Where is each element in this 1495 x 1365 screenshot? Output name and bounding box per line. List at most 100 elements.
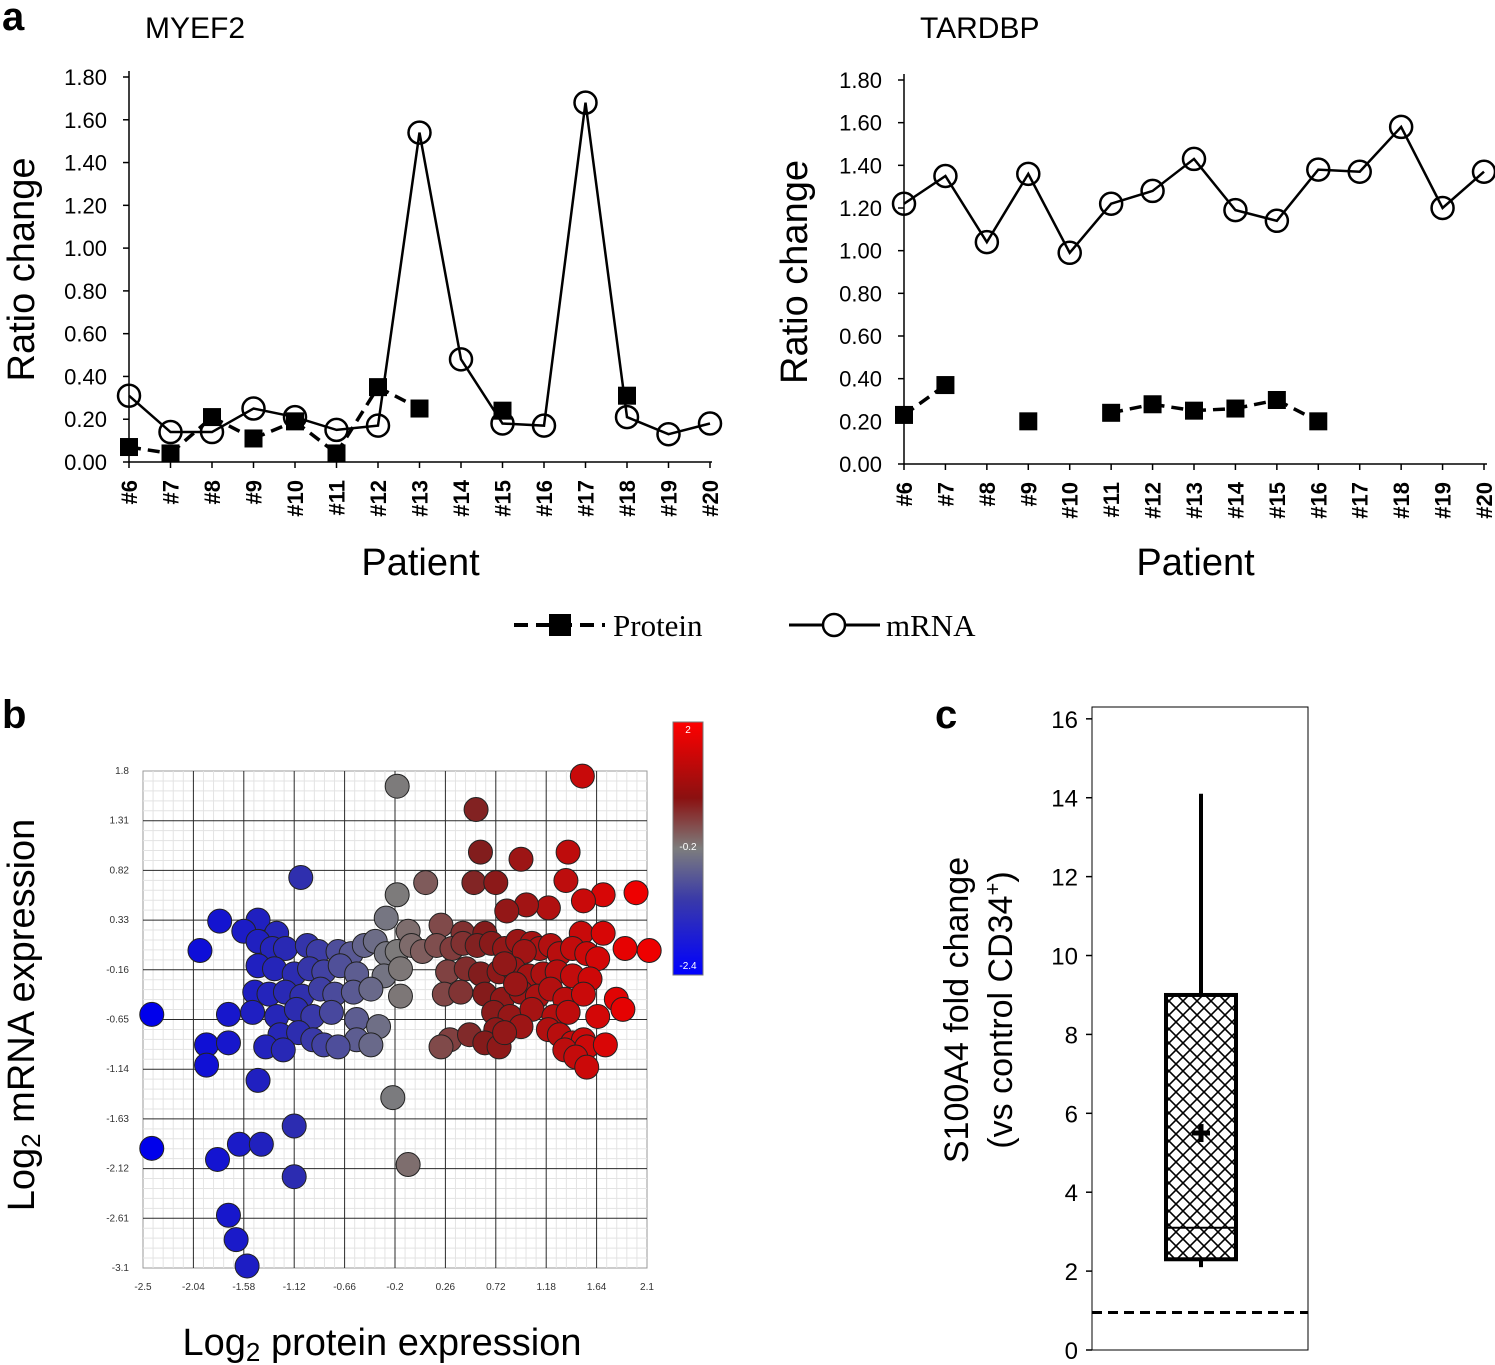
scatter-point: [574, 1054, 600, 1080]
mrna-point: [1057, 240, 1082, 266]
scatter-point: [623, 880, 649, 906]
scatter-point: [570, 981, 596, 1007]
y-tick-label: 1.40: [839, 153, 882, 178]
scatter-point: [555, 839, 581, 865]
protein-point: [1102, 403, 1121, 422]
y-tick-label: 0.20: [839, 409, 882, 434]
scatter-point: [387, 983, 413, 1009]
y-tick-label: 1.20: [64, 193, 107, 218]
scatter-point: [570, 888, 596, 914]
legend: Protein mRNA: [514, 608, 976, 643]
protein-point: [493, 401, 512, 420]
mrna-point: [1471, 159, 1495, 184]
protein-point: [327, 444, 346, 463]
scatter-point: [503, 971, 529, 997]
y-axis-label-line2: (vs control CD34+): [980, 871, 1020, 1148]
x-tick-label: #18: [1389, 482, 1414, 519]
y-tick-label: 0.40: [64, 364, 107, 389]
y-tick-label: 6: [1065, 1101, 1078, 1128]
chart-scatter: -2.5 -2.04 -1.58 -1.12 -0.66 -0.2 0.26 0.72 1.18…: [1, 721, 704, 1365]
mrna-point: [1181, 146, 1207, 172]
x-tick-label: #8: [975, 482, 1000, 506]
colorbar-mid-label: -0.2: [679, 842, 697, 853]
scatter-point: [373, 905, 399, 931]
chart-title: TARDBP: [920, 12, 1039, 45]
y-tick-label: 1.00: [64, 236, 107, 261]
mrna-point: [324, 417, 349, 443]
scatter-point: [318, 999, 344, 1025]
mrna-point: [1388, 114, 1414, 140]
x-axis-label: Patient: [1136, 542, 1255, 584]
x-tick-label: #8: [200, 480, 225, 504]
scatter-point: [428, 1034, 454, 1060]
y-tick-label: -0.16: [106, 965, 129, 976]
x-tick-label: #14: [1223, 481, 1248, 518]
x-tick-label: #9: [242, 480, 267, 504]
protein-point: [1143, 395, 1162, 414]
panel-label-c: c: [935, 693, 957, 737]
x-axis-label-part: protein expression: [260, 1322, 581, 1364]
protein-point: [1309, 412, 1328, 431]
x-tick-label: #9: [1016, 482, 1041, 506]
scatter-point: [494, 898, 520, 924]
y-tick-label: -1.63: [106, 1114, 129, 1125]
scatter-point: [205, 1146, 231, 1172]
chart-tardbp: TARDBP 0.00 0.20 0.40 0.60 0.80 1.00 1.20 1.40 1.…: [774, 12, 1495, 584]
mrna-point: [614, 404, 640, 430]
protein-point: [618, 386, 636, 405]
y-tick-label: 1.20: [839, 196, 882, 221]
x-tick-label: -2.04: [182, 1282, 205, 1293]
x-tick-label: 1.64: [587, 1282, 607, 1293]
protein-point: [895, 405, 913, 424]
x-tick-label: -1.58: [232, 1282, 255, 1293]
y-tick-label: 2: [1065, 1259, 1078, 1286]
protein-point: [244, 429, 263, 448]
x-tick-label: #11: [325, 480, 350, 516]
scatter-point: [245, 1067, 271, 1093]
y-tick-label: 1.80: [64, 65, 107, 90]
scatter-point: [215, 1202, 241, 1228]
protein-point: [1267, 391, 1286, 409]
x-tick-label: -1.12: [283, 1282, 306, 1293]
mrna-point: [407, 120, 432, 145]
y-tick-label: 12: [1051, 865, 1078, 892]
scatter-point: [288, 865, 314, 890]
x-axis-label-subscript: 2: [246, 1337, 260, 1365]
x-tick-label: #11: [1099, 482, 1124, 518]
scatter-point: [358, 1032, 384, 1058]
x-tick-label: #19: [1431, 482, 1456, 519]
y-tick-label: 0.40: [839, 367, 882, 392]
scatter-point: [610, 996, 636, 1022]
y-tick-label: -2.12: [106, 1164, 129, 1175]
y-tick-label: -2.61: [106, 1213, 129, 1224]
y-tick-label: 1.00: [839, 239, 882, 264]
scatter-point: [483, 870, 509, 896]
protein-point: [203, 408, 221, 427]
chart-title: MYEF2: [145, 12, 245, 45]
x-tick-label: 1.18: [536, 1282, 556, 1293]
scatter-point: [226, 1131, 252, 1157]
y-tick-label: 1.60: [64, 108, 107, 133]
mrna-point: [1098, 191, 1124, 216]
mrna-point: [241, 396, 266, 421]
y-tick-label: 10: [1051, 944, 1078, 971]
y-tick-label: 1.40: [64, 151, 107, 176]
x-tick-label: #20: [1472, 482, 1495, 519]
mrna-point: [1430, 195, 1455, 221]
panel-label-a: a: [2, 0, 25, 39]
scatter-point: [215, 1030, 241, 1056]
x-tick-label: #7: [159, 480, 184, 504]
scatter-point: [194, 1052, 220, 1078]
x-tick-label: #15: [1265, 482, 1290, 519]
y-tick-label: 0.00: [64, 450, 107, 475]
mrna-series-line: [128, 102, 711, 436]
y-tick-label: 0.33: [110, 915, 130, 926]
mrna-point: [116, 383, 142, 408]
y-tick-label: 0.80: [839, 281, 882, 306]
mrna-series-line: [903, 124, 1485, 256]
scatter-point: [223, 1227, 249, 1253]
scatter-point: [508, 846, 534, 872]
scatter-point: [535, 895, 561, 921]
scatter-point: [569, 763, 595, 789]
chart-myef2: MYEF2 0.00 0.20 0.40 0.60 0.80 1.00 1.20 1.40 1.6…: [1, 12, 723, 584]
